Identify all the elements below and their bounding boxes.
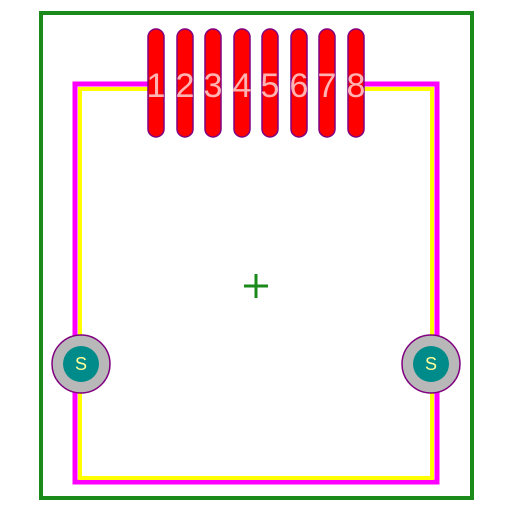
- pad-6: 6: [290, 28, 309, 138]
- pad-7-label: 7: [318, 67, 337, 105]
- shield-hole-left: S: [51, 334, 111, 394]
- pad-8-copper: [347, 28, 365, 138]
- pad-6-label: 6: [290, 67, 309, 105]
- pad-3-label: 3: [204, 67, 223, 105]
- pad-4-copper: [233, 28, 251, 138]
- plus-icon: [244, 274, 268, 298]
- shield-hole-left-label: S: [75, 354, 87, 374]
- pad-2-copper: [176, 28, 194, 138]
- pad-4: 4: [233, 28, 252, 138]
- pad-row: 1 2 3 4 5 6 7 8: [147, 28, 366, 138]
- pad-1-copper: [147, 28, 165, 138]
- pad-5: 5: [261, 28, 280, 138]
- pad-2: 2: [176, 28, 195, 138]
- pad-3-copper: [204, 28, 222, 138]
- body-outline-outer: [72, 81, 440, 485]
- pad-6-copper: [290, 28, 308, 138]
- pad-1-label: 1: [147, 67, 166, 105]
- shield-hole-right-core: [413, 346, 449, 382]
- pad-5-label: 5: [261, 67, 280, 105]
- shield-hole-left-core: [63, 346, 99, 382]
- pad-1: 1: [147, 28, 166, 138]
- pad-5-copper: [261, 28, 279, 138]
- pad-2-label: 2: [176, 67, 195, 105]
- pad-7-copper: [318, 28, 336, 138]
- pad-8-label: 8: [347, 67, 366, 105]
- pad-4-label: 4: [233, 67, 252, 105]
- body-outline-inner: [78, 87, 434, 480]
- shield-hole-right-label: S: [425, 354, 437, 374]
- pad-8: 8: [347, 28, 366, 138]
- pad-7: 7: [318, 28, 337, 138]
- courtyard-outline: [39, 11, 474, 500]
- pad-3: 3: [204, 28, 223, 138]
- shield-hole-right: S: [401, 334, 461, 394]
